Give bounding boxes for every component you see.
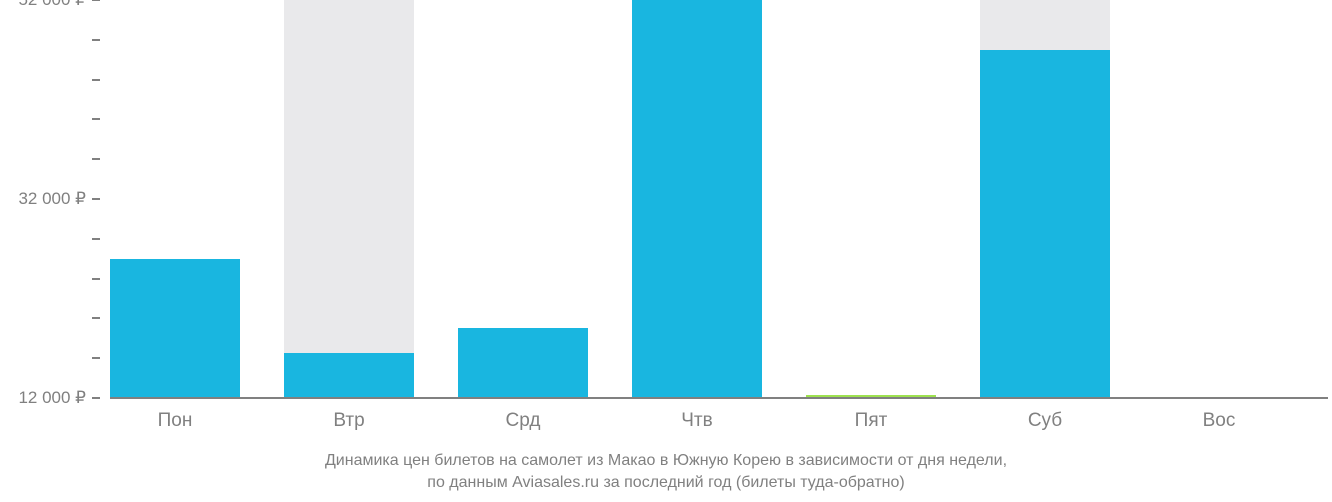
x-tick-label: Чтв: [681, 410, 712, 432]
y-tick-label: 32 000 ₽: [18, 189, 86, 209]
chart-column: [284, 0, 414, 398]
chart-caption: Динамика цен билетов на самолет из Макао…: [0, 450, 1332, 494]
y-tick-minor: [92, 317, 100, 319]
y-axis: 12 000 ₽32 000 ₽52 000 ₽: [0, 0, 100, 398]
bar: [284, 353, 414, 398]
y-tick-minor: [92, 238, 100, 240]
chart-column: [458, 0, 588, 398]
x-tick-label: Срд: [506, 410, 541, 432]
price-by-weekday-chart: 12 000 ₽ 32 000 ₽ 52 000 ₽ Пон Втр Срд Чтв Пят…: [0, 0, 1332, 502]
x-tick-label: Суб: [1028, 410, 1062, 432]
y-tick-major: 52 000 ₽: [0, 0, 100, 8]
tick-mark-icon: [92, 198, 100, 200]
x-axis-baseline: [110, 397, 1328, 399]
column-background: [1154, 0, 1284, 398]
y-tick-minor: [92, 79, 100, 81]
bar: [632, 0, 762, 398]
chart-column: [632, 0, 762, 398]
chart-column: [1154, 0, 1284, 398]
tick-mark-icon: [92, 0, 100, 1]
y-tick-major: 32 000 ₽: [0, 191, 100, 207]
caption-line-1: Динамика цен билетов на самолет из Макао…: [0, 450, 1332, 472]
chart-column: [110, 0, 240, 398]
chart-column: [980, 0, 1110, 398]
bar: [980, 50, 1110, 398]
y-tick-minor: [92, 39, 100, 41]
tick-mark-icon: [92, 397, 100, 399]
column-background: [284, 0, 414, 398]
x-tick-label: Пят: [855, 410, 888, 432]
y-tick-label: 52 000 ₽: [18, 0, 86, 10]
chart-column: [806, 0, 936, 398]
y-tick-minor: [92, 118, 100, 120]
y-tick-minor: [92, 357, 100, 359]
x-tick-label: Пон: [158, 410, 193, 432]
y-tick-label: 12 000 ₽: [18, 388, 86, 408]
bar: [110, 259, 240, 398]
y-tick-minor: [92, 278, 100, 280]
caption-line-2: по данным Aviasales.ru за последний год …: [0, 472, 1332, 494]
plot-area: [110, 0, 1328, 398]
column-background: [806, 0, 936, 398]
y-tick-minor: [92, 158, 100, 160]
x-axis: Пон Втр Срд Чтв Пят Суб Вос: [110, 410, 1328, 438]
bar: [458, 328, 588, 398]
y-tick-major: 12 000 ₽: [0, 390, 100, 406]
x-tick-label: Втр: [333, 410, 364, 432]
x-tick-label: Вос: [1203, 410, 1236, 432]
